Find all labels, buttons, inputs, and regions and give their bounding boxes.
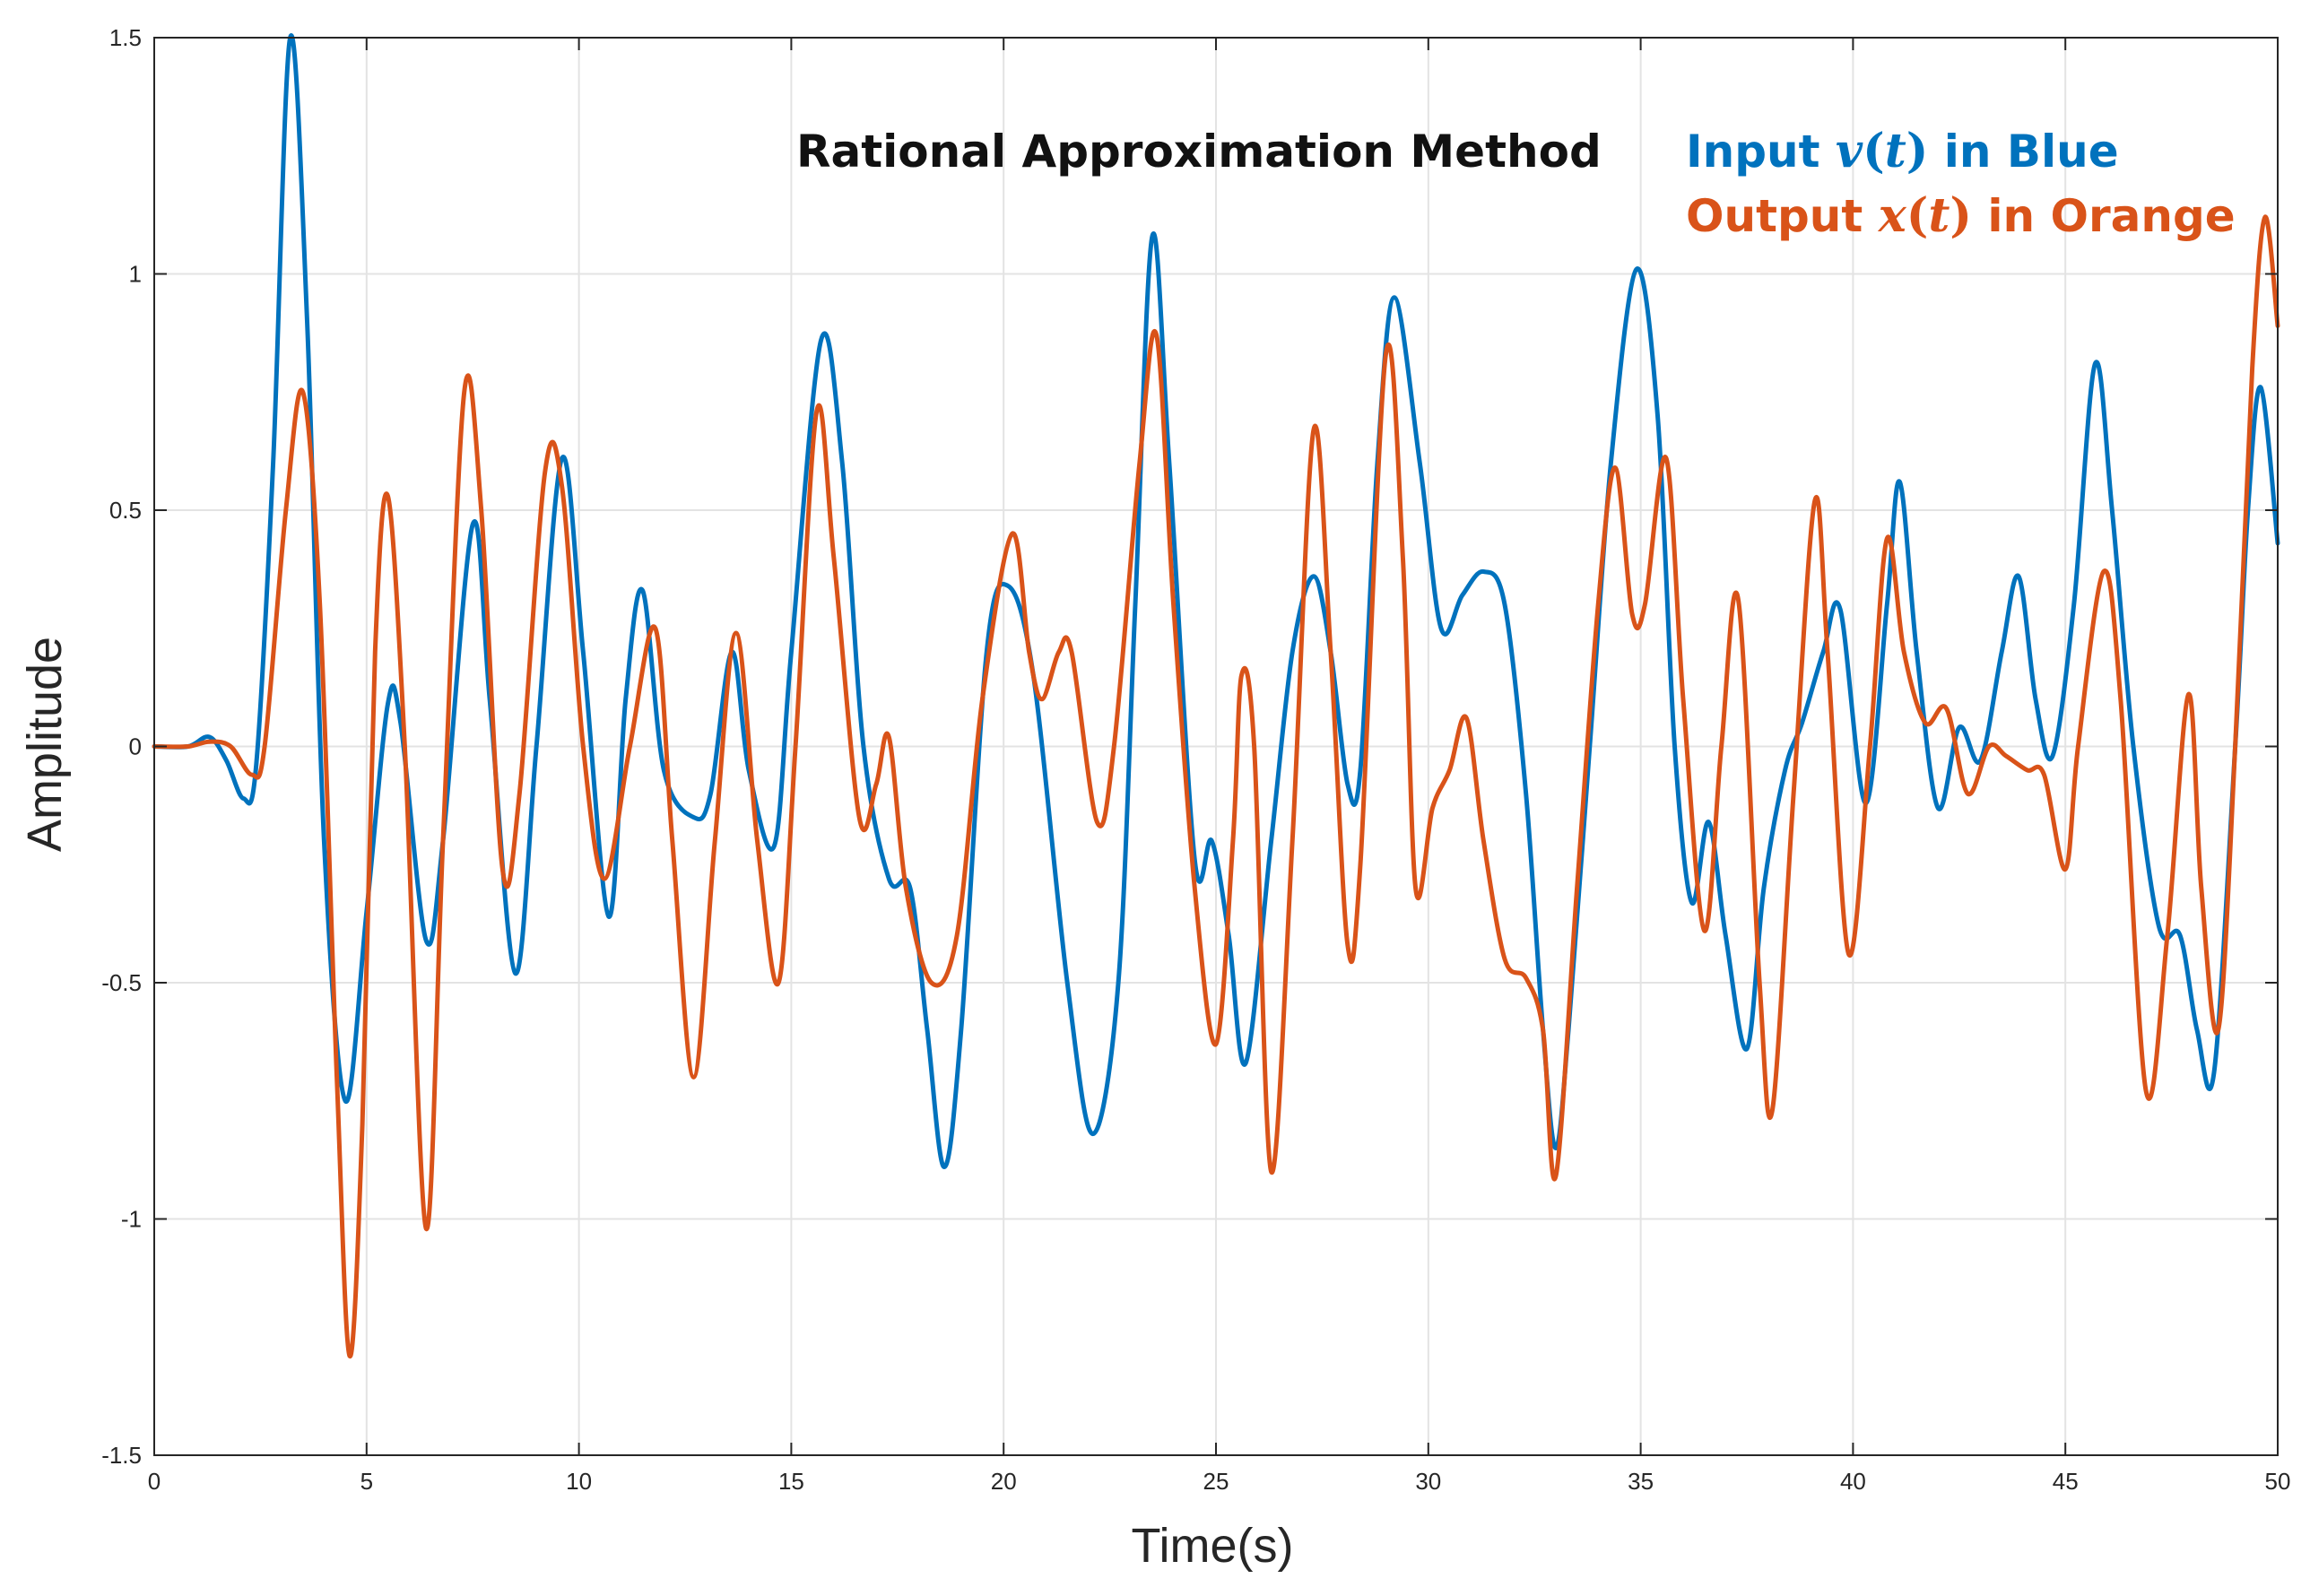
y-tick-label: 0.5 [109,497,142,524]
legend-input-variable: t [1885,124,1906,178]
legend-output-symbol: x [1878,188,1907,243]
y-tick-label: 0 [129,733,142,760]
x-tick-label: 50 [2265,1468,2291,1495]
legend-input-symbol: v [1836,124,1863,178]
legend-input-close-paren: ) [1906,124,1929,178]
y-tick-label: -1 [121,1206,142,1233]
x-tick-label: 25 [1203,1468,1229,1495]
x-axis-label: Time(s) [1132,1519,1294,1573]
y-tick-labels: 1.5 1 0.5 0 -0.5 -1 -1.5 [101,24,142,1469]
x-tick-label: 40 [1840,1468,1866,1495]
legend-input-suffix: in Blue [1928,126,2118,178]
legend-output-open-paren: ( [1906,188,1929,243]
legend-output-suffix: in Orange [1972,190,2236,242]
x-tick-label: 20 [991,1468,1017,1495]
series-line-output-x-t [152,214,2280,1358]
x-tick-label: 35 [1628,1468,1654,1495]
legend-input-annotation: Input v(t) in Blue [1686,124,2119,178]
x-tick-label: 45 [2053,1468,2079,1495]
series-layer [152,33,2280,1358]
legend-input-prefix: Input [1686,126,1836,178]
legend-output-annotation: Output x(t) in Orange [1686,188,2236,243]
y-axis-label: Amplitude [18,637,72,852]
y-tick-label: -0.5 [101,969,142,996]
y-tick-label: 1 [129,261,142,288]
legend-output-variable: t [1928,188,1950,243]
x-tick-label: 0 [148,1468,161,1495]
legend-output-prefix: Output [1686,190,1879,242]
x-tick-label: 10 [566,1468,592,1495]
x-tick-labels: 0 5 10 15 20 25 30 35 40 45 50 [148,1468,2291,1495]
legend-input-open-paren: ( [1863,124,1885,178]
x-tick-label: 15 [778,1468,804,1495]
chart-title: Rational Approximation Method [796,126,1602,178]
legend-output-close-paren: ) [1950,188,1972,243]
tick-marks [153,37,2279,1456]
x-tick-label: 30 [1415,1468,1441,1495]
x-tick-label: 5 [360,1468,373,1495]
y-tick-label: 1.5 [109,24,142,51]
y-tick-label: -1.5 [101,1442,142,1469]
